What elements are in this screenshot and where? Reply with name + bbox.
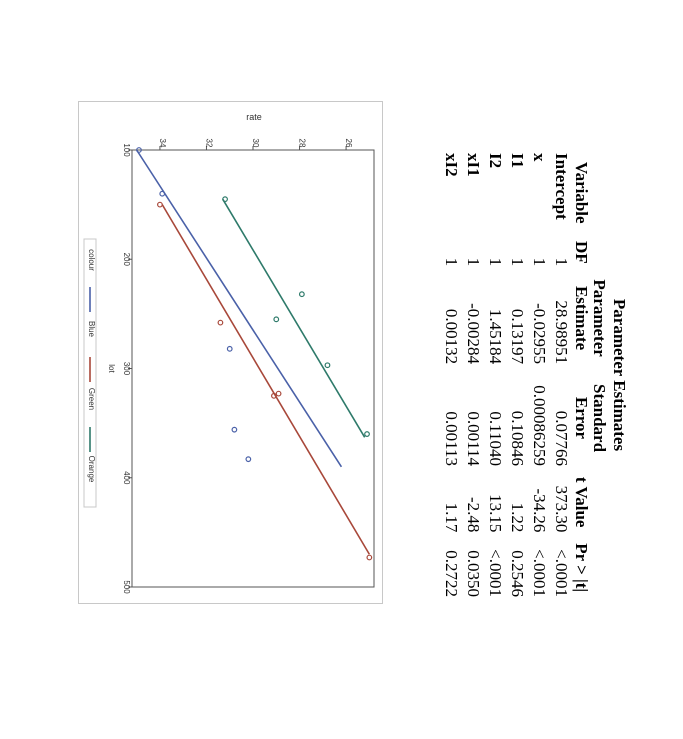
cell-pr: 0.2546 bbox=[508, 550, 527, 597]
table-title: Parameter Estimates bbox=[610, 298, 629, 452]
cell-estimate: -0.02955 bbox=[530, 303, 549, 365]
data-point-orange bbox=[298, 291, 305, 298]
cell-stderr: 0.00114 bbox=[464, 411, 483, 466]
y-axis-label: rate bbox=[246, 112, 262, 122]
table-row: xI1 1 -0.00284 0.00114 -2.48 0.0350 bbox=[462, 150, 484, 600]
data-point-green bbox=[271, 392, 277, 399]
cell-df: 1 bbox=[508, 257, 527, 267]
cell-pr: <.0001 bbox=[486, 549, 505, 597]
y-tick-label: 28 bbox=[298, 139, 307, 148]
col-variable: Variable bbox=[572, 161, 591, 224]
table-row: I1 1 0.13197 0.10846 1.22 0.2546 bbox=[506, 150, 528, 600]
cell-variable: xI2 bbox=[442, 153, 461, 177]
fit-line-orange bbox=[222, 198, 366, 438]
table-row: I2 1 1.45184 0.11040 13.15 <.0001 bbox=[484, 150, 506, 600]
parameter-estimates-panel: Parameter Estimates Variable DF Paramete… bbox=[420, 150, 630, 600]
cell-stderr: 0.00113 bbox=[442, 411, 461, 466]
table-header-row: Variable DF Parameter Estimate Standard Er… bbox=[572, 150, 609, 600]
parameter-estimates-table: Variable DF Parameter Estimate Standard Er… bbox=[440, 150, 609, 600]
cell-tvalue: -34.26 bbox=[530, 488, 549, 533]
cell-pr: <.0001 bbox=[552, 549, 571, 597]
parameter-estimates-rotator: Parameter Estimates Variable DF Paramete… bbox=[420, 150, 630, 600]
legend-title: colour bbox=[87, 249, 96, 271]
cell-stderr: 0.00086259 bbox=[530, 385, 549, 466]
col-stderr-line1: Standard bbox=[590, 384, 609, 453]
cell-estimate: 0.13197 bbox=[508, 308, 527, 365]
cell-pr: 0.0350 bbox=[464, 550, 483, 597]
col-df: DF bbox=[572, 240, 591, 264]
data-point-blue bbox=[136, 147, 142, 153]
data-point-blue bbox=[231, 426, 238, 433]
cell-df: 1 bbox=[552, 257, 571, 267]
table-row: xI2 1 0.00132 0.00113 1.17 0.2722 bbox=[440, 150, 462, 600]
col-tvalue: t Value bbox=[572, 476, 591, 528]
cell-tvalue: 13.15 bbox=[486, 494, 505, 533]
data-point-green bbox=[157, 201, 163, 208]
chart-legend: colour Blue Green Orange bbox=[83, 238, 97, 508]
data-point-green bbox=[366, 554, 373, 561]
legend-label-green: Green bbox=[87, 388, 96, 410]
cell-tvalue: 373.30 bbox=[552, 485, 571, 533]
x-tick-label: 500 bbox=[122, 580, 131, 594]
cell-df: 1 bbox=[442, 257, 461, 267]
cell-estimate: 28.98951 bbox=[552, 300, 571, 365]
x-tick-label: 200 bbox=[122, 253, 131, 267]
cell-variable: xI1 bbox=[464, 153, 483, 177]
cell-df: 1 bbox=[486, 257, 505, 267]
table-row: x 1 -0.02955 0.00086259 -34.26 <.0001 bbox=[528, 150, 550, 600]
y-tick-label: 30 bbox=[251, 139, 260, 148]
data-point-orange bbox=[324, 362, 331, 369]
legend-label-blue: Blue bbox=[87, 321, 96, 338]
table-row: Intercept 1 28.98951 0.07766 373.30 <.00… bbox=[550, 150, 572, 600]
y-tick-label: 32 bbox=[204, 139, 213, 148]
cell-estimate: -0.00284 bbox=[464, 303, 483, 365]
cell-pr: 0.2722 bbox=[442, 550, 461, 597]
cell-df: 1 bbox=[530, 257, 549, 267]
data-point-green bbox=[217, 319, 224, 326]
legend-label-orange: Orange bbox=[87, 456, 96, 483]
cell-tvalue: 1.22 bbox=[508, 502, 527, 533]
data-points bbox=[136, 147, 373, 561]
col-stderr: Standard Error bbox=[572, 367, 609, 469]
chart-frame: 26 28 30 32 34 rate 100 200 300 400 500 lot colour B… bbox=[78, 101, 383, 604]
y-tick-label: 34 bbox=[158, 139, 167, 148]
fit-line-green bbox=[161, 204, 371, 555]
cell-estimate: 1.45184 bbox=[486, 308, 505, 365]
fit-lines bbox=[135, 149, 371, 555]
cell-estimate: 0.00132 bbox=[442, 308, 461, 365]
x-tick-label: 400 bbox=[122, 471, 131, 485]
col-estimate-line1: Parameter bbox=[590, 279, 609, 357]
col-estimate: Parameter Estimate bbox=[572, 269, 609, 367]
chart-axes: 26 28 30 32 34 rate 100 200 300 400 500 lot bbox=[107, 112, 375, 594]
col-pr: Pr > |t| bbox=[572, 543, 591, 593]
cell-stderr: 0.07766 bbox=[552, 410, 571, 466]
cell-df: 1 bbox=[464, 257, 483, 267]
cell-variable: x bbox=[530, 153, 549, 162]
col-estimate-line2: Estimate bbox=[572, 285, 591, 351]
cell-tvalue: -2.48 bbox=[464, 496, 483, 533]
fit-line-blue bbox=[135, 149, 343, 468]
data-point-orange bbox=[222, 196, 228, 203]
y-tick-label: 26 bbox=[344, 139, 353, 148]
cell-variable: I1 bbox=[508, 153, 527, 169]
data-point-blue bbox=[226, 345, 233, 352]
cell-variable: Intercept bbox=[552, 153, 571, 220]
scatter-chart: 26 28 30 32 34 rate 100 200 300 400 500 lot colour B… bbox=[83, 112, 375, 594]
data-point-orange bbox=[273, 316, 280, 323]
data-point-blue bbox=[245, 456, 252, 463]
x-tick-label: 300 bbox=[122, 362, 131, 376]
cell-stderr: 0.11040 bbox=[486, 411, 505, 466]
data-point-green bbox=[275, 390, 282, 397]
col-stderr-line2: Error bbox=[572, 396, 591, 440]
cell-stderr: 0.10846 bbox=[508, 410, 527, 466]
x-axis-label: lot bbox=[107, 364, 116, 373]
x-tick-label: 100 bbox=[122, 143, 131, 157]
cell-pr: <.0001 bbox=[530, 549, 549, 597]
data-point-orange bbox=[364, 431, 370, 437]
data-point-blue bbox=[159, 190, 166, 197]
cell-variable: I2 bbox=[486, 153, 505, 169]
cell-tvalue: 1.17 bbox=[442, 502, 461, 533]
